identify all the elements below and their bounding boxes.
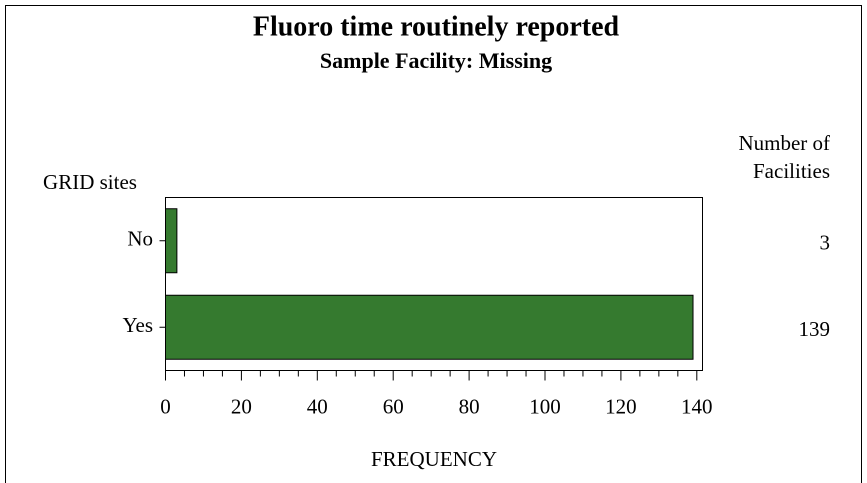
x-tick-label: 120 (605, 394, 637, 418)
y-tick-label: Yes (122, 313, 153, 337)
x-tick-label: 40 (307, 394, 328, 418)
x-tick-label: 100 (529, 394, 561, 418)
frame (5, 5, 862, 483)
x-tick-label: 80 (459, 394, 480, 418)
x-tick-label: 140 (681, 394, 713, 418)
bar (165, 294, 694, 360)
chart-subtitle: Sample Facility: Missing (320, 48, 552, 73)
column-header: Facilities (753, 159, 830, 183)
y-tick-label: No (127, 227, 153, 251)
value-label: 3 (820, 231, 831, 255)
x-tick-label: 0 (160, 394, 171, 418)
x-tick-label: 60 (383, 394, 404, 418)
value-label: 139 (799, 317, 831, 341)
y-axis-label: GRID sites (43, 170, 137, 194)
column-header: Number of (738, 131, 830, 155)
chart-title: Fluoro time routinely reported (253, 11, 620, 42)
bar (165, 208, 178, 274)
x-tick-label: 20 (231, 394, 252, 418)
x-axis-label: FREQUENCY (371, 447, 497, 471)
